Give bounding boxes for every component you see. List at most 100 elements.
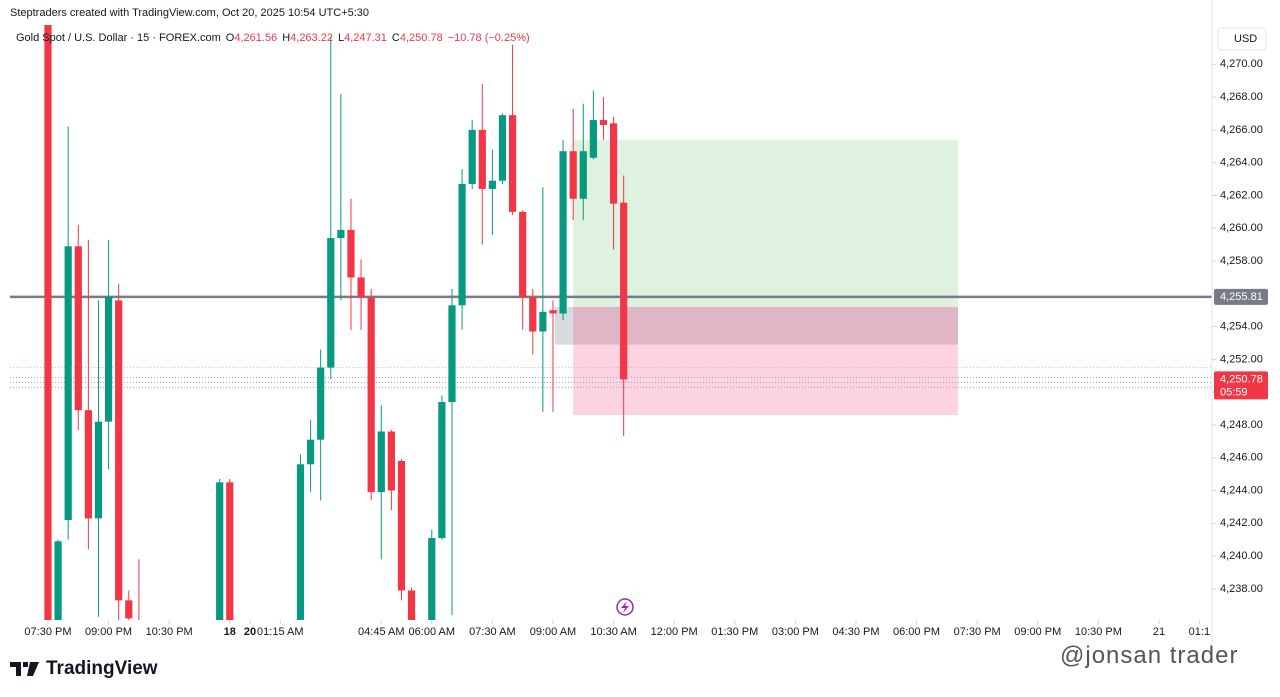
x-tick-label: 04:30 PM — [832, 626, 879, 638]
candle-body — [94, 421, 103, 519]
y-tick-label: 4,262.00 — [1220, 189, 1263, 201]
ohlc-key: O — [225, 32, 235, 44]
logo-text: TradingView — [46, 658, 158, 679]
candle-body — [306, 439, 315, 465]
candle-body — [498, 115, 507, 181]
legend: Gold Spot / U.S. Dollar · 15 · FOREX.com… — [16, 32, 530, 44]
x-tick-label: 21 — [1153, 626, 1165, 638]
candle-body — [84, 410, 92, 519]
x-tick-label: 10:30 PM — [146, 626, 193, 638]
candle-body — [620, 202, 628, 380]
y-tick-label: 4,260.00 — [1220, 222, 1263, 234]
x-tick-label: 18 — [224, 626, 236, 638]
candle-body — [438, 401, 446, 539]
candle-body — [125, 600, 133, 619]
ohlc-key: C — [391, 32, 400, 44]
event-icon[interactable] — [616, 598, 634, 616]
x-tick-label: 03:00 PM — [772, 626, 819, 638]
x-tick-label: 07:30 PM — [954, 626, 1001, 638]
candle-body — [115, 300, 123, 601]
x-tick-label: 07:30 AM — [469, 626, 515, 638]
y-tick-label: 4,242.00 — [1220, 517, 1263, 529]
candle-body — [367, 297, 375, 493]
ohlc-value: 4,261.56 — [234, 32, 278, 44]
ohlc-key: H — [282, 32, 291, 44]
x-tick-label: 09:00 PM — [1014, 626, 1061, 638]
candle-body — [387, 431, 395, 491]
candle-body — [104, 297, 113, 422]
credit: Steptraders created with TradingView.com… — [10, 7, 370, 19]
x-tick-label: 04:45 AM — [358, 626, 404, 638]
y-tick-label: 4,248.00 — [1220, 419, 1263, 431]
x-tick-label: 07:30 PM — [24, 626, 71, 638]
candle-body — [589, 120, 597, 158]
candle-body — [529, 297, 537, 332]
y-tick-label: 4,238.00 — [1220, 583, 1263, 595]
ohlc-item: H4,263.22 — [282, 32, 333, 44]
candle-body — [559, 151, 567, 314]
x-tick-label: 01:1 — [1189, 626, 1210, 638]
candle-body — [226, 482, 234, 620]
candle-body — [579, 151, 587, 199]
candle-body — [428, 538, 436, 620]
candle-body — [508, 115, 517, 212]
position-zone — [573, 306, 958, 416]
event-bolt — [621, 601, 629, 613]
y-tick-label: 4,266.00 — [1220, 124, 1263, 136]
candle-body — [478, 129, 486, 189]
watermark: @jonsan trader — [1060, 642, 1239, 669]
price-tag-timer: 05:59 — [1220, 386, 1248, 398]
x-tick-label: 09:00 PM — [85, 626, 132, 638]
logo[interactable]: TradingView — [10, 658, 158, 680]
logo-icon — [10, 662, 39, 676]
price-tag-label: 4,250.78 — [1220, 373, 1263, 385]
x-tick-label: 06:00 AM — [409, 626, 455, 638]
candle-body — [448, 305, 456, 402]
change: −10.78 (−0.25%) — [447, 32, 530, 44]
x-tick-label: 01:30 PM — [711, 626, 758, 638]
candle-body — [296, 464, 305, 620]
candle-body — [74, 246, 82, 411]
y-tick-label: 4,246.00 — [1220, 452, 1263, 464]
price-tag — [1214, 288, 1268, 305]
candle-body — [357, 277, 365, 298]
candle-body — [347, 229, 355, 278]
candle-body — [519, 211, 527, 298]
ohlc-item: C4,250.78 — [392, 32, 443, 44]
ohlc-item: O4,261.56 — [226, 32, 277, 44]
candle-body — [468, 129, 476, 184]
x-tick-label: 10:30 AM — [590, 626, 636, 638]
candle-body — [458, 183, 466, 306]
candle-body — [569, 151, 577, 199]
y-tick-label: 4,270.00 — [1220, 58, 1263, 70]
y-tick-label: 4,258.00 — [1220, 255, 1263, 267]
plot — [10, 25, 1212, 628]
y-tick-label: 4,268.00 — [1220, 91, 1263, 103]
y-tick-label: 4,252.00 — [1220, 353, 1263, 365]
ohlc: O4,261.56 H4,263.22 L4,247.31 C4,250.78 — [226, 32, 443, 44]
currency: USD — [1234, 33, 1257, 45]
candle-body — [397, 461, 406, 591]
candle-body — [539, 311, 547, 332]
candle-body — [54, 541, 62, 620]
y-tick-label: 4,244.00 — [1220, 484, 1263, 496]
symbol: Gold Spot / U.S. Dollar · 15 · FOREX.com — [16, 32, 221, 44]
x-tick-label: 10:30 PM — [1075, 626, 1122, 638]
y-tick-label: 4,240.00 — [1220, 550, 1263, 562]
x-tick-label: 20 — [244, 626, 256, 638]
y-tick-label: 4,264.00 — [1220, 157, 1263, 169]
candle-body — [377, 431, 385, 493]
candle-body — [488, 180, 496, 189]
y-tick-label: 4,254.00 — [1220, 321, 1263, 333]
currency-box[interactable] — [1217, 27, 1267, 51]
candle-body — [64, 246, 72, 521]
candle-body — [407, 590, 416, 620]
x-tick-label: 01:15 AM — [257, 626, 303, 638]
candle-body — [44, 25, 52, 620]
candle-body — [135, 625, 142, 628]
ohlc-value: 4,247.31 — [344, 32, 387, 44]
candle-body — [216, 482, 224, 620]
position-zone — [573, 139, 958, 307]
